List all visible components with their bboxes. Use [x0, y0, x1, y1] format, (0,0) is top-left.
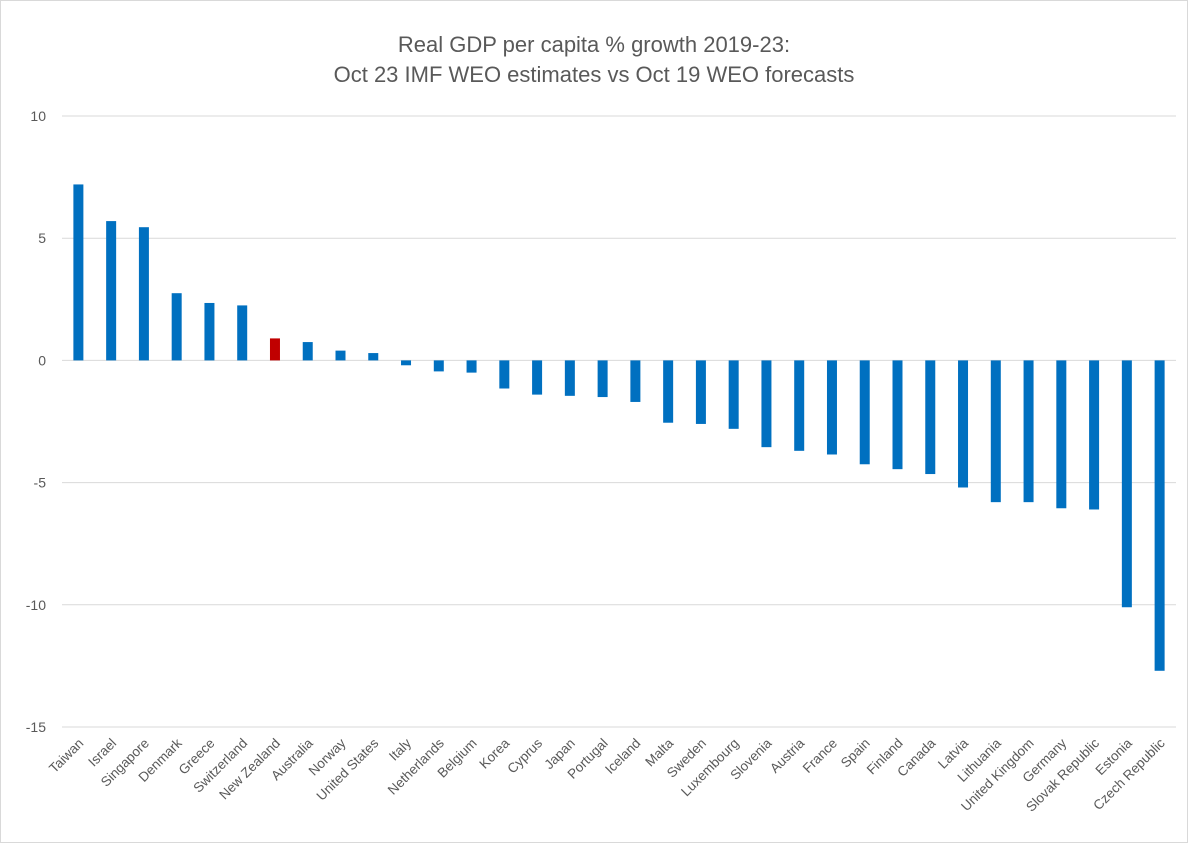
x-category-label: Taiwan	[46, 736, 86, 776]
bar-estonia	[1121, 360, 1132, 608]
x-category-label: Austria	[767, 735, 808, 776]
y-axis-tick-labels: 10 5 0 -5 -10 -15	[26, 108, 46, 735]
bar-latvia	[958, 360, 969, 488]
bar-luxembourg	[728, 360, 739, 429]
bar-austria	[794, 360, 805, 451]
bar-spain	[859, 360, 870, 465]
bar-malta	[663, 360, 674, 423]
x-category-label: France	[800, 736, 840, 776]
x-axis-category-labels: TaiwanIsraelSingaporeDenmarkGreeceSwitze…	[46, 735, 1168, 814]
bar-canada	[925, 360, 936, 475]
bar-finland	[892, 360, 903, 470]
y-tick-label: 10	[30, 108, 46, 124]
bar-france	[826, 360, 837, 455]
bar-slovenia	[761, 360, 772, 448]
x-category-label: Cyprus	[504, 735, 545, 776]
bar-japan	[564, 360, 575, 396]
bar-lithuania	[990, 360, 1001, 503]
x-category-label: Italy	[386, 735, 414, 763]
bar-israel	[106, 221, 117, 361]
bar-iceland	[630, 360, 641, 402]
chart-subtitle: Oct 23 IMF WEO estimates vs Oct 19 WEO f…	[333, 62, 855, 87]
bar-new-zealand	[269, 338, 280, 361]
y-tick-label: 0	[38, 352, 46, 368]
bar-netherlands	[433, 360, 444, 372]
bar-australia	[302, 342, 313, 361]
bar-czech-republic	[1154, 360, 1165, 671]
bar-united-kingdom	[1023, 360, 1034, 503]
bar-greece	[204, 302, 215, 361]
y-tick-label: -15	[26, 719, 46, 735]
chart-title: Real GDP per capita % growth 2019-23:	[397, 32, 791, 57]
bar-italy	[401, 360, 412, 366]
bar-cyprus	[532, 360, 543, 395]
bar-switzerland	[237, 305, 248, 361]
y-tick-label: -5	[34, 475, 47, 491]
bar-germany	[1056, 360, 1067, 509]
bar-taiwan	[73, 184, 84, 361]
bar-united-states	[368, 353, 379, 361]
bar-denmark	[171, 293, 182, 361]
bar-portugal	[597, 360, 608, 398]
bar-singapore	[138, 227, 149, 361]
bar-sweden	[695, 360, 706, 424]
gridlines	[62, 115, 1176, 728]
y-tick-label: 5	[38, 230, 46, 246]
bar-korea	[499, 360, 510, 389]
chart-title-block: Real GDP per capita % growth 2019-23: Oc…	[0, 30, 1188, 90]
x-category-label: Iceland	[602, 736, 643, 777]
bar-slovak-republic	[1089, 360, 1100, 510]
bars	[73, 184, 1165, 671]
y-tick-label: -10	[26, 597, 46, 613]
bar-norway	[335, 350, 346, 361]
bar-belgium	[466, 360, 477, 373]
